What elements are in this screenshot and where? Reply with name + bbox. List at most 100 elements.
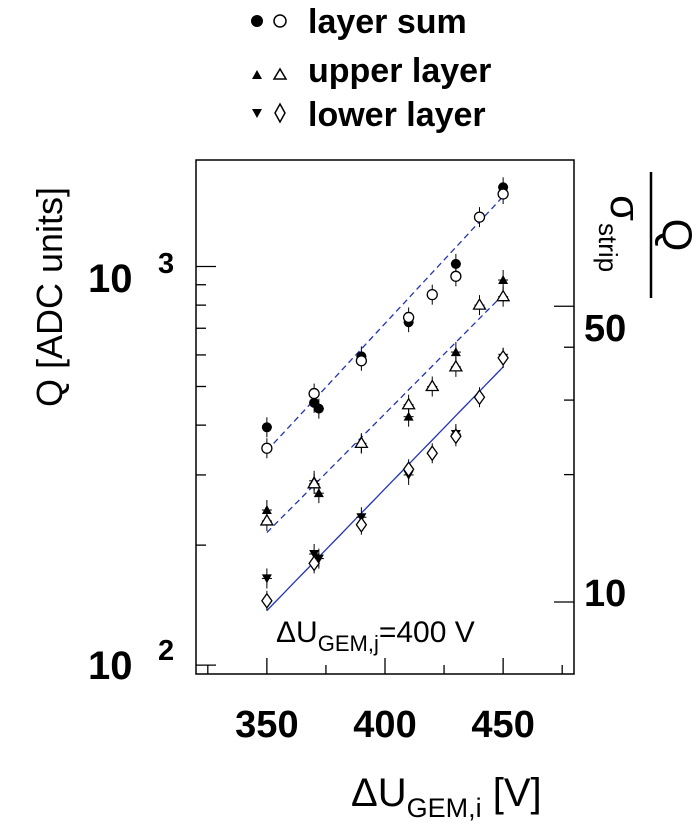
data-points [259,177,511,611]
legend-label-upper-layer: upper layer [308,52,491,90]
data-point [472,295,487,316]
data-point [402,459,415,480]
marker-open-triangle-up [354,436,369,449]
data-point [450,426,462,447]
marker-open-diamond [426,445,439,462]
marker-open-circle [402,311,415,324]
data-point [259,510,275,531]
marker-open-triangle-up [259,513,275,526]
data-point [261,568,272,589]
fit-curves [266,195,504,612]
series-filled-circle [261,177,509,438]
marker-open-diamond [402,461,415,478]
data-point [473,207,486,228]
legend-label-lower-layer: lower layer [308,96,486,134]
marker-open-triangle-up [306,476,322,489]
svg-text:10: 10 [88,257,133,301]
marker-filled-triangle-down [313,554,324,564]
data-point [261,590,273,611]
y2-axis-label: Q σ strip [593,172,697,298]
marker-open-circle [261,442,273,454]
data-point [498,269,509,290]
svg-text:2: 2 [158,635,174,667]
marker-open-circle [473,211,486,223]
fit-curve-2 [266,366,504,612]
data-point [497,347,509,368]
plot-frame [195,159,575,675]
y-tick-label-100: 10 2 [88,635,174,688]
x-tick-label: 450 [471,704,534,746]
marker-filled-circle [261,422,272,433]
marker-filled-triangle-up [313,488,324,498]
data-point [426,284,438,305]
data-point [402,307,415,328]
marker-open-triangle-up [448,359,464,372]
series-filled-triangle-down [261,347,509,589]
data-point [261,438,273,459]
marker-filled-triangle-up [403,411,414,421]
data-point [473,387,486,408]
axis-ticks [196,265,574,674]
marker-filled-circle [313,403,324,414]
marker-open-triangle-up [472,297,487,310]
marker-open-diamond [308,555,320,572]
marker-open-triangle-up [495,289,511,302]
marker-open-circle [426,288,438,301]
data-point [495,286,511,307]
svg-text:Q: Q [654,219,697,252]
svg-text:σ: σ [602,195,649,221]
data-point [308,383,320,404]
marker-filled-triangle-down [261,574,272,584]
marker-open-circle [450,270,462,282]
legend-markers-lower-layer [252,102,286,124]
x-axis-label: ΔUGEM,i [V] [351,771,542,823]
y-tick-label-1000: 10 3 [88,248,174,301]
y-axis-label: Q [ADC units] [29,187,70,407]
data-point [401,394,416,415]
data-point [355,514,368,535]
legend: layer sum upper layer lower layer [251,3,491,134]
data-point [425,376,440,397]
data-point [306,473,322,494]
x-tick-label: 400 [353,704,416,746]
marker-open-circle [308,387,320,400]
data-point [354,433,369,454]
data-point [261,417,272,438]
svg-text:strip: strip [593,223,623,272]
x-tick-labels: 350 400 450 [235,704,535,746]
data-point [497,184,509,205]
marker-open-diamond [355,516,368,533]
legend-label-layer-sum: layer sum [308,3,467,41]
marker-open-diamond [473,389,486,406]
series-open-circle [261,184,509,459]
data-point [308,553,320,574]
data-point [426,443,439,464]
data-point [450,266,462,287]
marker-open-diamond [450,428,462,445]
marker-open-circle [355,355,368,367]
fit-curve-0 [266,195,504,452]
marker-open-diamond [497,349,509,366]
data-point [355,350,368,371]
series-open-diamond [261,347,509,611]
svg-text:10: 10 [88,644,133,688]
data-point [448,356,464,377]
marker-open-circle [497,188,509,200]
marker-filled-triangle-up [498,274,509,284]
legend-markers-layer-sum [251,14,287,28]
x-tick-label: 350 [235,704,298,746]
marker-open-triangle-up [425,379,440,392]
svg-text:3: 3 [158,248,174,280]
data-point [313,398,324,419]
annotation-delta-u-gem-j: ΔUGEM,j=400 V [276,616,475,656]
marker-filled-triangle-up [450,347,461,357]
series-open-triangle-up [259,286,511,531]
y2-tick-label-10: 10 [584,573,626,615]
marker-filled-circle [450,258,461,269]
y2-tick-label-50: 50 [584,308,626,350]
marker-filled-triangle-up [261,504,272,514]
fit-curve-1 [266,294,504,534]
marker-open-triangle-up [401,397,416,410]
series-filled-triangle-up [261,269,509,520]
